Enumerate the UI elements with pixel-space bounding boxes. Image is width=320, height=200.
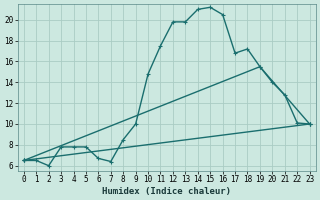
X-axis label: Humidex (Indice chaleur): Humidex (Indice chaleur) [102,187,231,196]
